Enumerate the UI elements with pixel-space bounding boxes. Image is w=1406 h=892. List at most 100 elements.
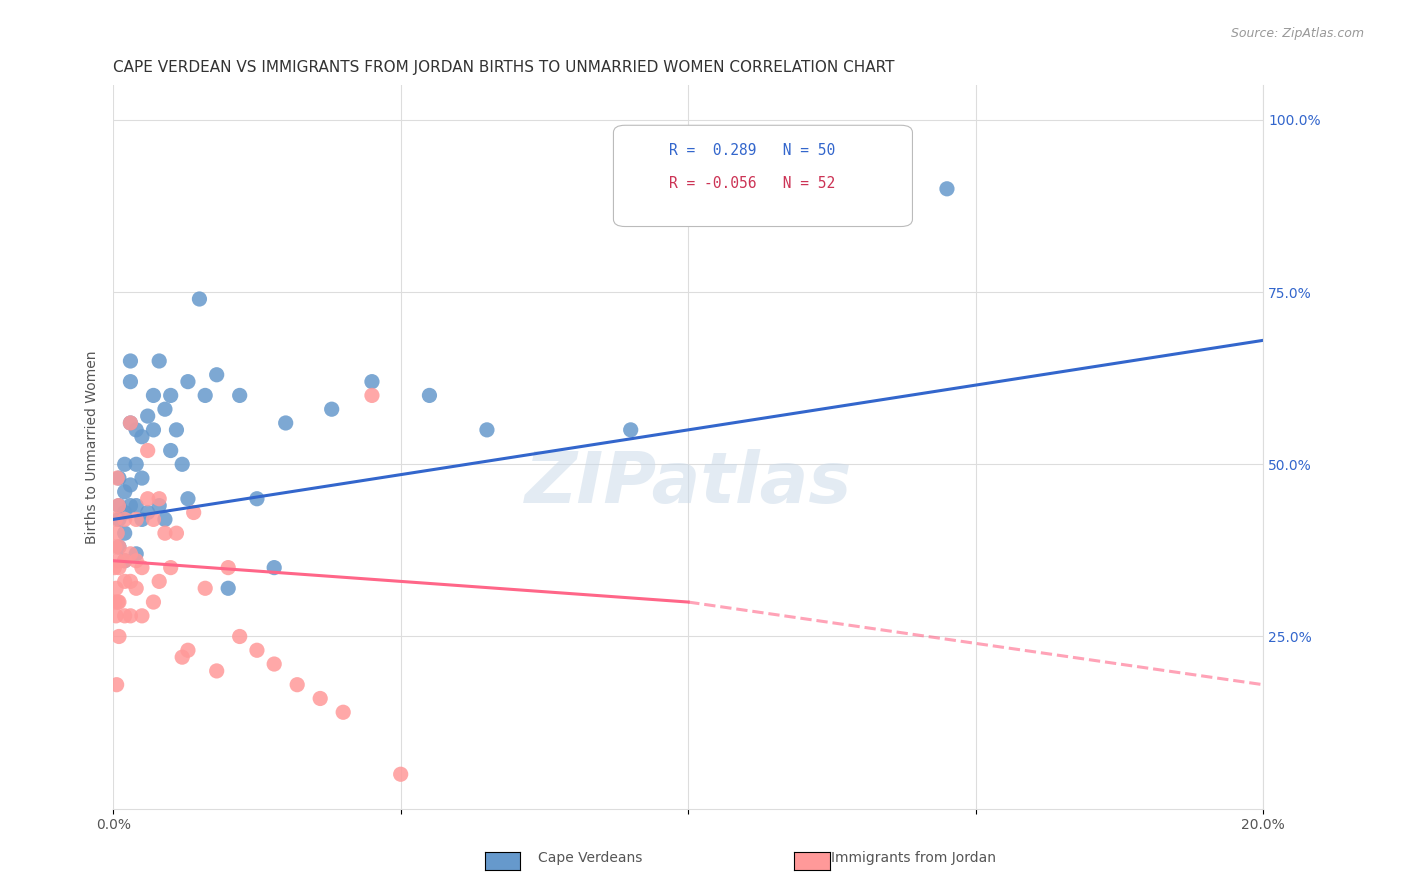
Point — [108, 540, 131, 554]
Point — [131, 471, 153, 485]
Point — [274, 416, 297, 430]
Point — [131, 608, 153, 623]
Point — [142, 388, 165, 402]
Point — [136, 443, 159, 458]
Point — [142, 512, 165, 526]
Point — [321, 402, 343, 417]
Point — [105, 582, 128, 596]
Point — [148, 354, 170, 368]
Point — [125, 547, 148, 561]
Point — [107, 554, 129, 568]
Point — [177, 643, 200, 657]
Point — [114, 554, 136, 568]
Point — [120, 499, 142, 513]
Point — [108, 499, 131, 513]
Point — [389, 767, 412, 781]
Point — [142, 595, 165, 609]
Point — [105, 471, 128, 485]
Point — [136, 506, 159, 520]
Point — [114, 512, 136, 526]
Point — [148, 499, 170, 513]
Point — [120, 416, 142, 430]
Text: R =  0.289   N = 50: R = 0.289 N = 50 — [669, 143, 835, 158]
Text: Cape Verdeans: Cape Verdeans — [538, 851, 643, 865]
Point — [107, 595, 129, 609]
Point — [120, 416, 142, 430]
Point — [153, 512, 176, 526]
Point — [165, 526, 187, 541]
Point — [183, 506, 205, 520]
Point — [131, 560, 153, 574]
Point — [792, 168, 814, 182]
Point — [263, 657, 285, 671]
Point — [136, 491, 159, 506]
Point — [205, 664, 228, 678]
Point — [131, 430, 153, 444]
Point — [936, 182, 959, 196]
Point — [120, 574, 142, 589]
Point — [172, 458, 194, 472]
Point — [114, 506, 136, 520]
Point — [108, 471, 131, 485]
Point — [108, 512, 131, 526]
Point — [188, 292, 211, 306]
Point — [125, 423, 148, 437]
Point — [148, 491, 170, 506]
Point — [131, 512, 153, 526]
Point — [114, 458, 136, 472]
Point — [418, 388, 440, 402]
Point — [177, 491, 200, 506]
Point — [108, 560, 131, 574]
Point — [205, 368, 228, 382]
Point — [148, 574, 170, 589]
Text: CAPE VERDEAN VS IMMIGRANTS FROM JORDAN BIRTHS TO UNMARRIED WOMEN CORRELATION CHA: CAPE VERDEAN VS IMMIGRANTS FROM JORDAN B… — [114, 60, 894, 75]
Point — [125, 512, 148, 526]
Point — [194, 582, 217, 596]
Point — [153, 402, 176, 417]
Point — [159, 560, 181, 574]
Point — [103, 560, 125, 574]
Point — [104, 512, 127, 526]
Point — [136, 409, 159, 423]
Text: R = -0.056   N = 52: R = -0.056 N = 52 — [669, 176, 835, 191]
Point — [172, 650, 194, 665]
Point — [153, 526, 176, 541]
Point — [108, 630, 131, 644]
Point — [114, 554, 136, 568]
Point — [475, 423, 498, 437]
Point — [177, 375, 200, 389]
Point — [285, 678, 308, 692]
Point — [159, 388, 181, 402]
FancyBboxPatch shape — [613, 125, 912, 227]
Text: Source: ZipAtlas.com: Source: ZipAtlas.com — [1230, 27, 1364, 40]
Point — [228, 388, 250, 402]
Point — [125, 458, 148, 472]
Point — [361, 375, 384, 389]
Point — [114, 574, 136, 589]
Point — [105, 526, 128, 541]
Text: Immigrants from Jordan: Immigrants from Jordan — [831, 851, 997, 865]
Point — [107, 499, 129, 513]
Y-axis label: Births to Unmarried Women: Births to Unmarried Women — [86, 351, 100, 544]
Point — [194, 388, 217, 402]
Point — [217, 560, 239, 574]
Point — [120, 608, 142, 623]
Point — [105, 608, 128, 623]
Point — [332, 705, 354, 719]
Point — [125, 554, 148, 568]
Point — [120, 354, 142, 368]
Text: ZIPatlas: ZIPatlas — [524, 449, 852, 517]
Point — [105, 678, 128, 692]
Point — [125, 499, 148, 513]
Point — [159, 443, 181, 458]
Point — [217, 582, 239, 596]
Point — [120, 375, 142, 389]
Point — [120, 478, 142, 492]
Point — [114, 484, 136, 499]
Point — [246, 643, 269, 657]
Point — [361, 388, 384, 402]
Point — [114, 608, 136, 623]
Point — [104, 595, 127, 609]
Point — [620, 423, 643, 437]
Point — [114, 526, 136, 541]
